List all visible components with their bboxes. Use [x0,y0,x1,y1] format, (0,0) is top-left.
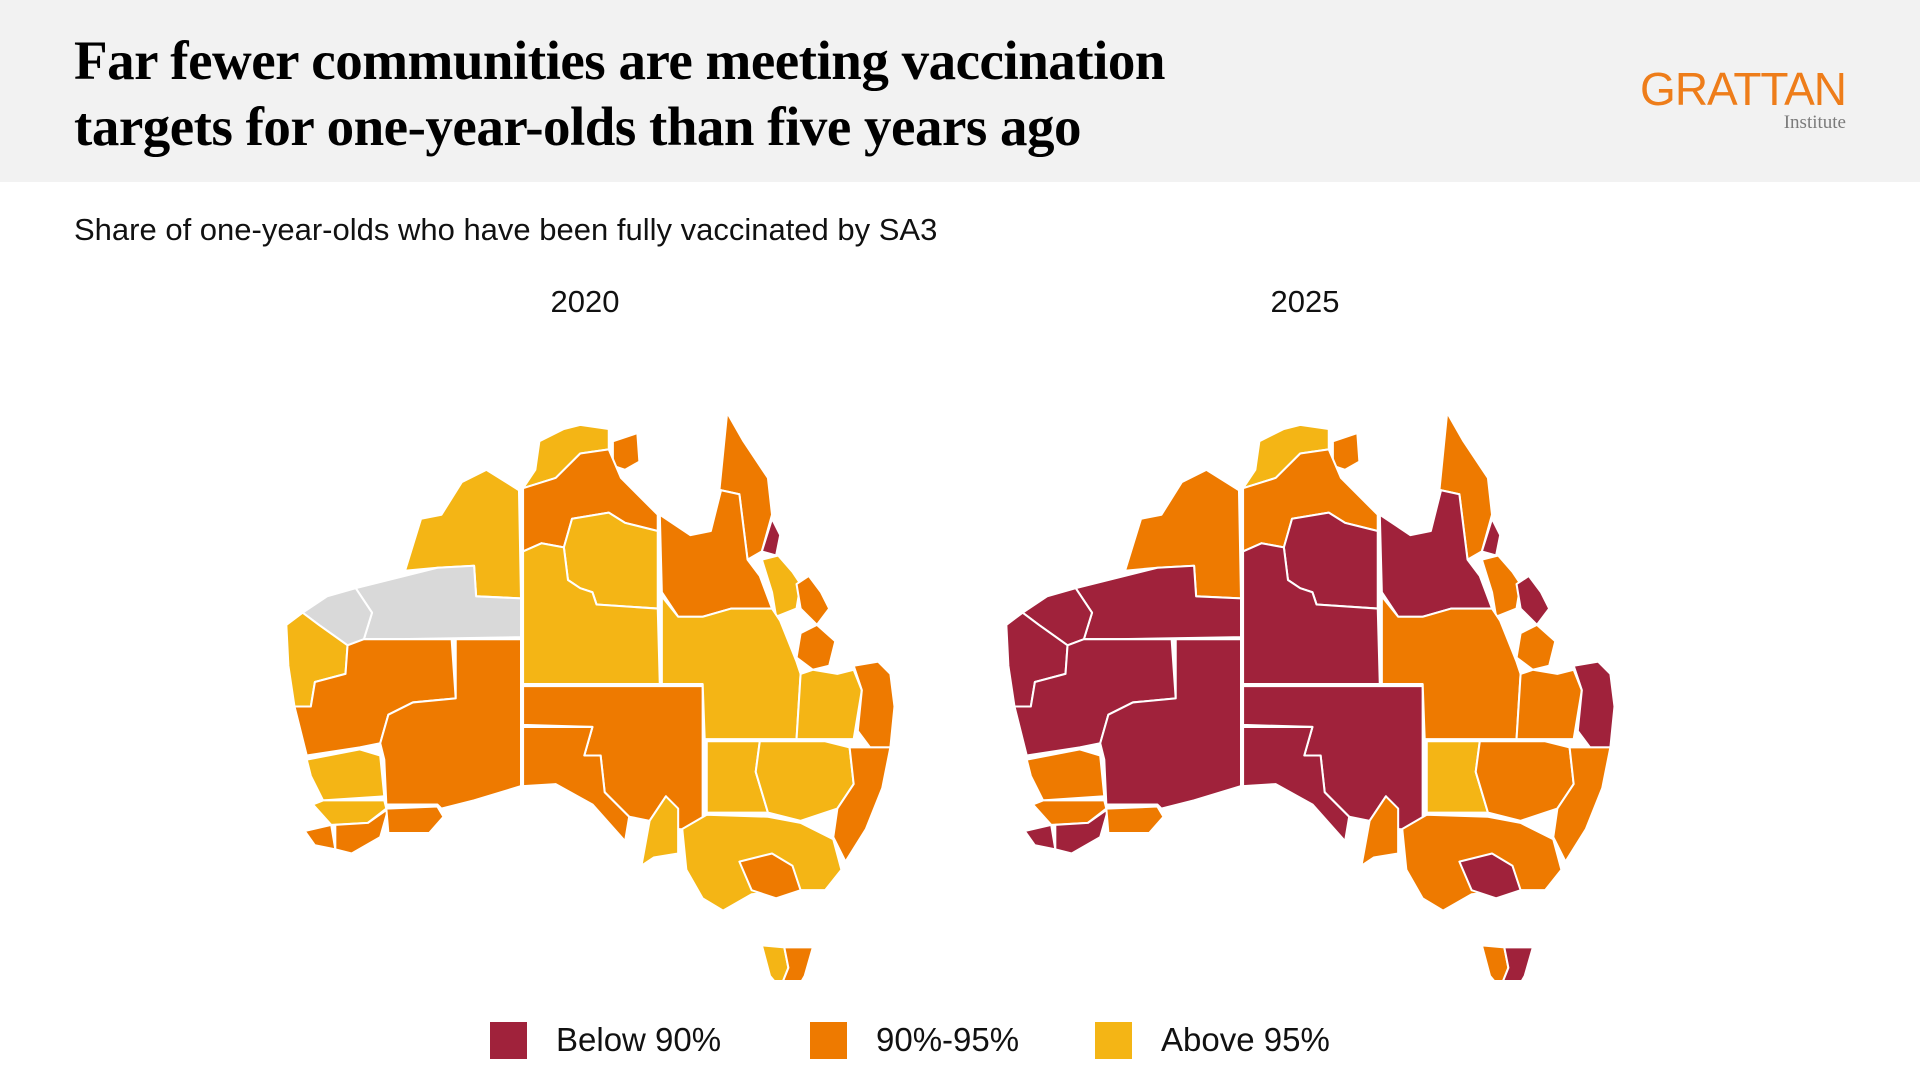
map-region-wa-kimberley [391,468,523,600]
map-region-nt-alice [1242,542,1381,686]
logo-subtext: Institute [1783,112,1846,133]
chart-subtitle: Share of one-year-olds who have been ful… [74,212,938,247]
map-region-nt-alice [522,542,661,686]
map-region-wa-wheatbelt [1025,748,1106,802]
map-region-qld-mackay [1515,574,1551,626]
australia-sa3-map [285,411,896,980]
panel-label-2020: 2020 [550,284,620,319]
legend-item-above-95: Above 95% [1095,1020,1330,1060]
legend-swatch-above-95 [1095,1021,1132,1059]
map-region-vic-melb [738,852,802,900]
map-region-wa-kimberley [1111,468,1243,600]
title-line-1: Far fewer communities are meeting vaccin… [74,30,1165,91]
map-region-tas-east [782,946,814,980]
map-region-wa-esperance [1105,805,1165,835]
map-region-qld-seq [852,660,896,749]
map-region-wa-midwest [1013,638,1177,757]
map-region-qld-darling [1515,668,1583,741]
map-region-wa-wheatbelt [305,748,386,802]
legend-swatch-90-95 [810,1021,847,1059]
map-region-wa-southwest [303,823,337,851]
legend: Below 90% 90%-95% Above 95% [0,1020,1920,1060]
map-region-qld-central [1515,623,1557,671]
map-region-vic-melb [1458,852,1522,900]
legend-swatch-below-90 [490,1021,527,1059]
map-region-wa-esperance [385,805,445,835]
map-region-wa-midwest [293,638,457,757]
map-2020 [270,380,910,980]
map-region-wa-southwest [1023,823,1057,851]
panel-label-2025: 2025 [1270,284,1340,319]
map-region-nsw-coast [832,746,892,863]
map-2025 [990,380,1630,980]
map-region-sa-south [1360,795,1400,867]
legend-label: Above 95% [1161,1021,1330,1058]
legend-item-90-95: 90%-95% [810,1020,1019,1060]
legend-item-below-90: Below 90% [490,1020,721,1060]
australia-sa3-map [1005,411,1616,980]
map-region-qld-cairns [760,517,782,557]
map-region-nt-arnhem [1331,432,1361,471]
legend-label: Below 90% [556,1021,722,1058]
map-region-wa-albany [334,807,390,855]
grattan-logo: GRATTAN Institute [1618,66,1848,136]
map-region-qld-darling [795,668,863,741]
map-region-qld-seq [1572,660,1616,749]
map-region-nt-arnhem [611,432,641,471]
map-region-qld-outback [660,595,802,741]
map-region-qld-cairns [1480,517,1502,557]
map-region-wa-albany [1054,807,1110,855]
chart-title: Far fewer communities are meeting vaccin… [74,28,1474,160]
map-region-nsw-coast [1552,746,1612,863]
map-region-sa-south [640,795,680,867]
map-region-qld-mackay [795,574,831,626]
map-region-qld-outback [1380,595,1522,741]
logo-wordmark: GRATTAN [1640,63,1847,115]
map-region-qld-central [795,623,837,671]
legend-label: 90%-95% [876,1021,1020,1058]
header-band: Far fewer communities are meeting vaccin… [0,0,1920,182]
map-region-sa-eyre [522,725,631,843]
map-region-sa-eyre [1242,725,1351,843]
title-line-2: targets for one-year-olds than five year… [74,96,1082,157]
map-region-tas-east [1502,946,1534,980]
